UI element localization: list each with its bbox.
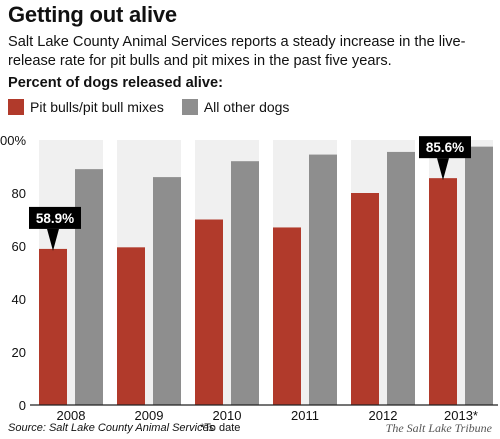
x-tick-label: 2009 [135, 408, 164, 423]
callout-pointer [437, 158, 449, 181]
chart-subtitle: Salt Lake County Animal Services reports… [8, 34, 466, 69]
footnote: *To date [200, 422, 241, 434]
bar-pit-bulls [351, 193, 379, 405]
callout-box [29, 206, 81, 229]
callout-box [419, 136, 471, 159]
legend-swatch-other [181, 99, 198, 115]
y-tick-label: 0 [19, 398, 26, 413]
y-tick-label: 20 [12, 345, 26, 360]
bar-pit-bulls [273, 227, 301, 405]
bar-pit-bulls [39, 248, 67, 405]
callout-label: 85.6% [426, 140, 464, 155]
legend-label-pit: Pit bulls/pit bull mixes [30, 99, 164, 115]
x-tick-label: 2013* [444, 408, 478, 423]
bar-other-dogs [387, 151, 415, 405]
x-tick-label: 2008 [57, 408, 86, 423]
publication-credit: The Salt Lake Tribune [385, 421, 492, 435]
bar-pit-bulls [195, 219, 223, 405]
callout-label: 58.9% [36, 211, 74, 226]
callout-pointer [47, 228, 59, 251]
bar-pit-bulls [429, 178, 457, 405]
x-tick-label: 2010 [213, 408, 242, 423]
y-tick-label: 60 [12, 239, 26, 254]
bar-other-dogs [309, 154, 337, 405]
bar-other-dogs [75, 169, 103, 405]
bar-other-dogs [465, 146, 493, 405]
source-note: Source: Salt Lake County Animal Services [8, 422, 215, 434]
chart-title: Getting out alive [8, 2, 177, 27]
x-tick-label: 2012 [369, 408, 398, 423]
legend: Pit bulls/pit bull mixes All other dogs [8, 99, 307, 115]
legend-swatch-pit [8, 99, 24, 115]
x-tick-label: 2011 [291, 408, 319, 423]
y-tick-label: 100% [0, 133, 26, 148]
bar-pit-bulls [117, 247, 145, 405]
bar-other-dogs [231, 161, 259, 405]
y-tick-label: 80 [12, 186, 26, 201]
bar-other-dogs [153, 177, 181, 405]
legend-label-other: All other dogs [203, 99, 290, 115]
legend-item-other: All other dogs [181, 99, 290, 115]
legend-item-pit: Pit bulls/pit bull mixes [8, 99, 164, 115]
y-tick-label: 40 [12, 292, 26, 307]
section-label: Percent of dogs released alive: [8, 75, 223, 91]
